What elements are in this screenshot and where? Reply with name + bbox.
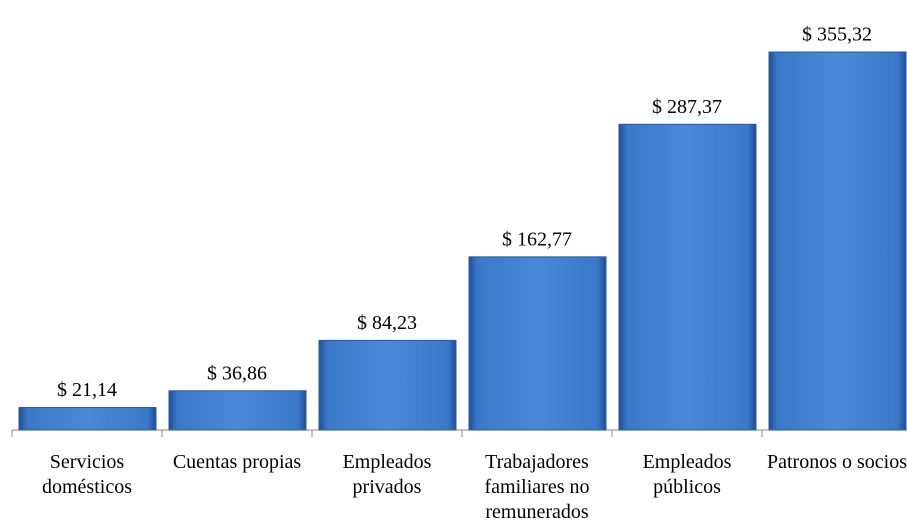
value-label: $ 162,77 bbox=[502, 228, 572, 250]
value-label: $ 287,37 bbox=[652, 96, 722, 118]
label-line: Cuentas propias bbox=[173, 451, 302, 473]
label-line: Empleados bbox=[343, 451, 432, 473]
bar bbox=[618, 123, 757, 431]
x-tick-label: Servicios domésticos bbox=[42, 451, 132, 498]
label-line: Empleados bbox=[643, 451, 732, 473]
bar bbox=[168, 390, 307, 431]
x-tick-label: Cuentas propias bbox=[173, 451, 302, 473]
value-label: $ 355,32 bbox=[802, 24, 872, 46]
label-line: públicos bbox=[653, 476, 721, 498]
label-line: familiares no bbox=[485, 476, 590, 498]
value-label: $ 36,86 bbox=[207, 362, 267, 384]
label-line: Patronos o socios bbox=[767, 451, 907, 473]
bar bbox=[468, 256, 607, 431]
label-line: remunerados bbox=[485, 501, 589, 523]
value-label: $ 84,23 bbox=[357, 312, 417, 334]
value-label: $ 21,14 bbox=[57, 379, 117, 401]
x-tick-label: Empleados privados bbox=[343, 451, 432, 498]
bar bbox=[768, 51, 907, 431]
x-tick-label: Empleados públicos bbox=[643, 451, 732, 498]
x-tick-label: Patronos o socios bbox=[767, 451, 907, 473]
x-tick-label: Trabajadores familiares no remunerados bbox=[485, 451, 590, 523]
bar bbox=[18, 407, 157, 431]
bar bbox=[318, 339, 457, 431]
label-line: privados bbox=[353, 476, 422, 498]
label-line: Trabajadores bbox=[485, 451, 589, 473]
label-line: Servicios bbox=[50, 451, 125, 473]
label-line: domésticos bbox=[42, 476, 132, 498]
